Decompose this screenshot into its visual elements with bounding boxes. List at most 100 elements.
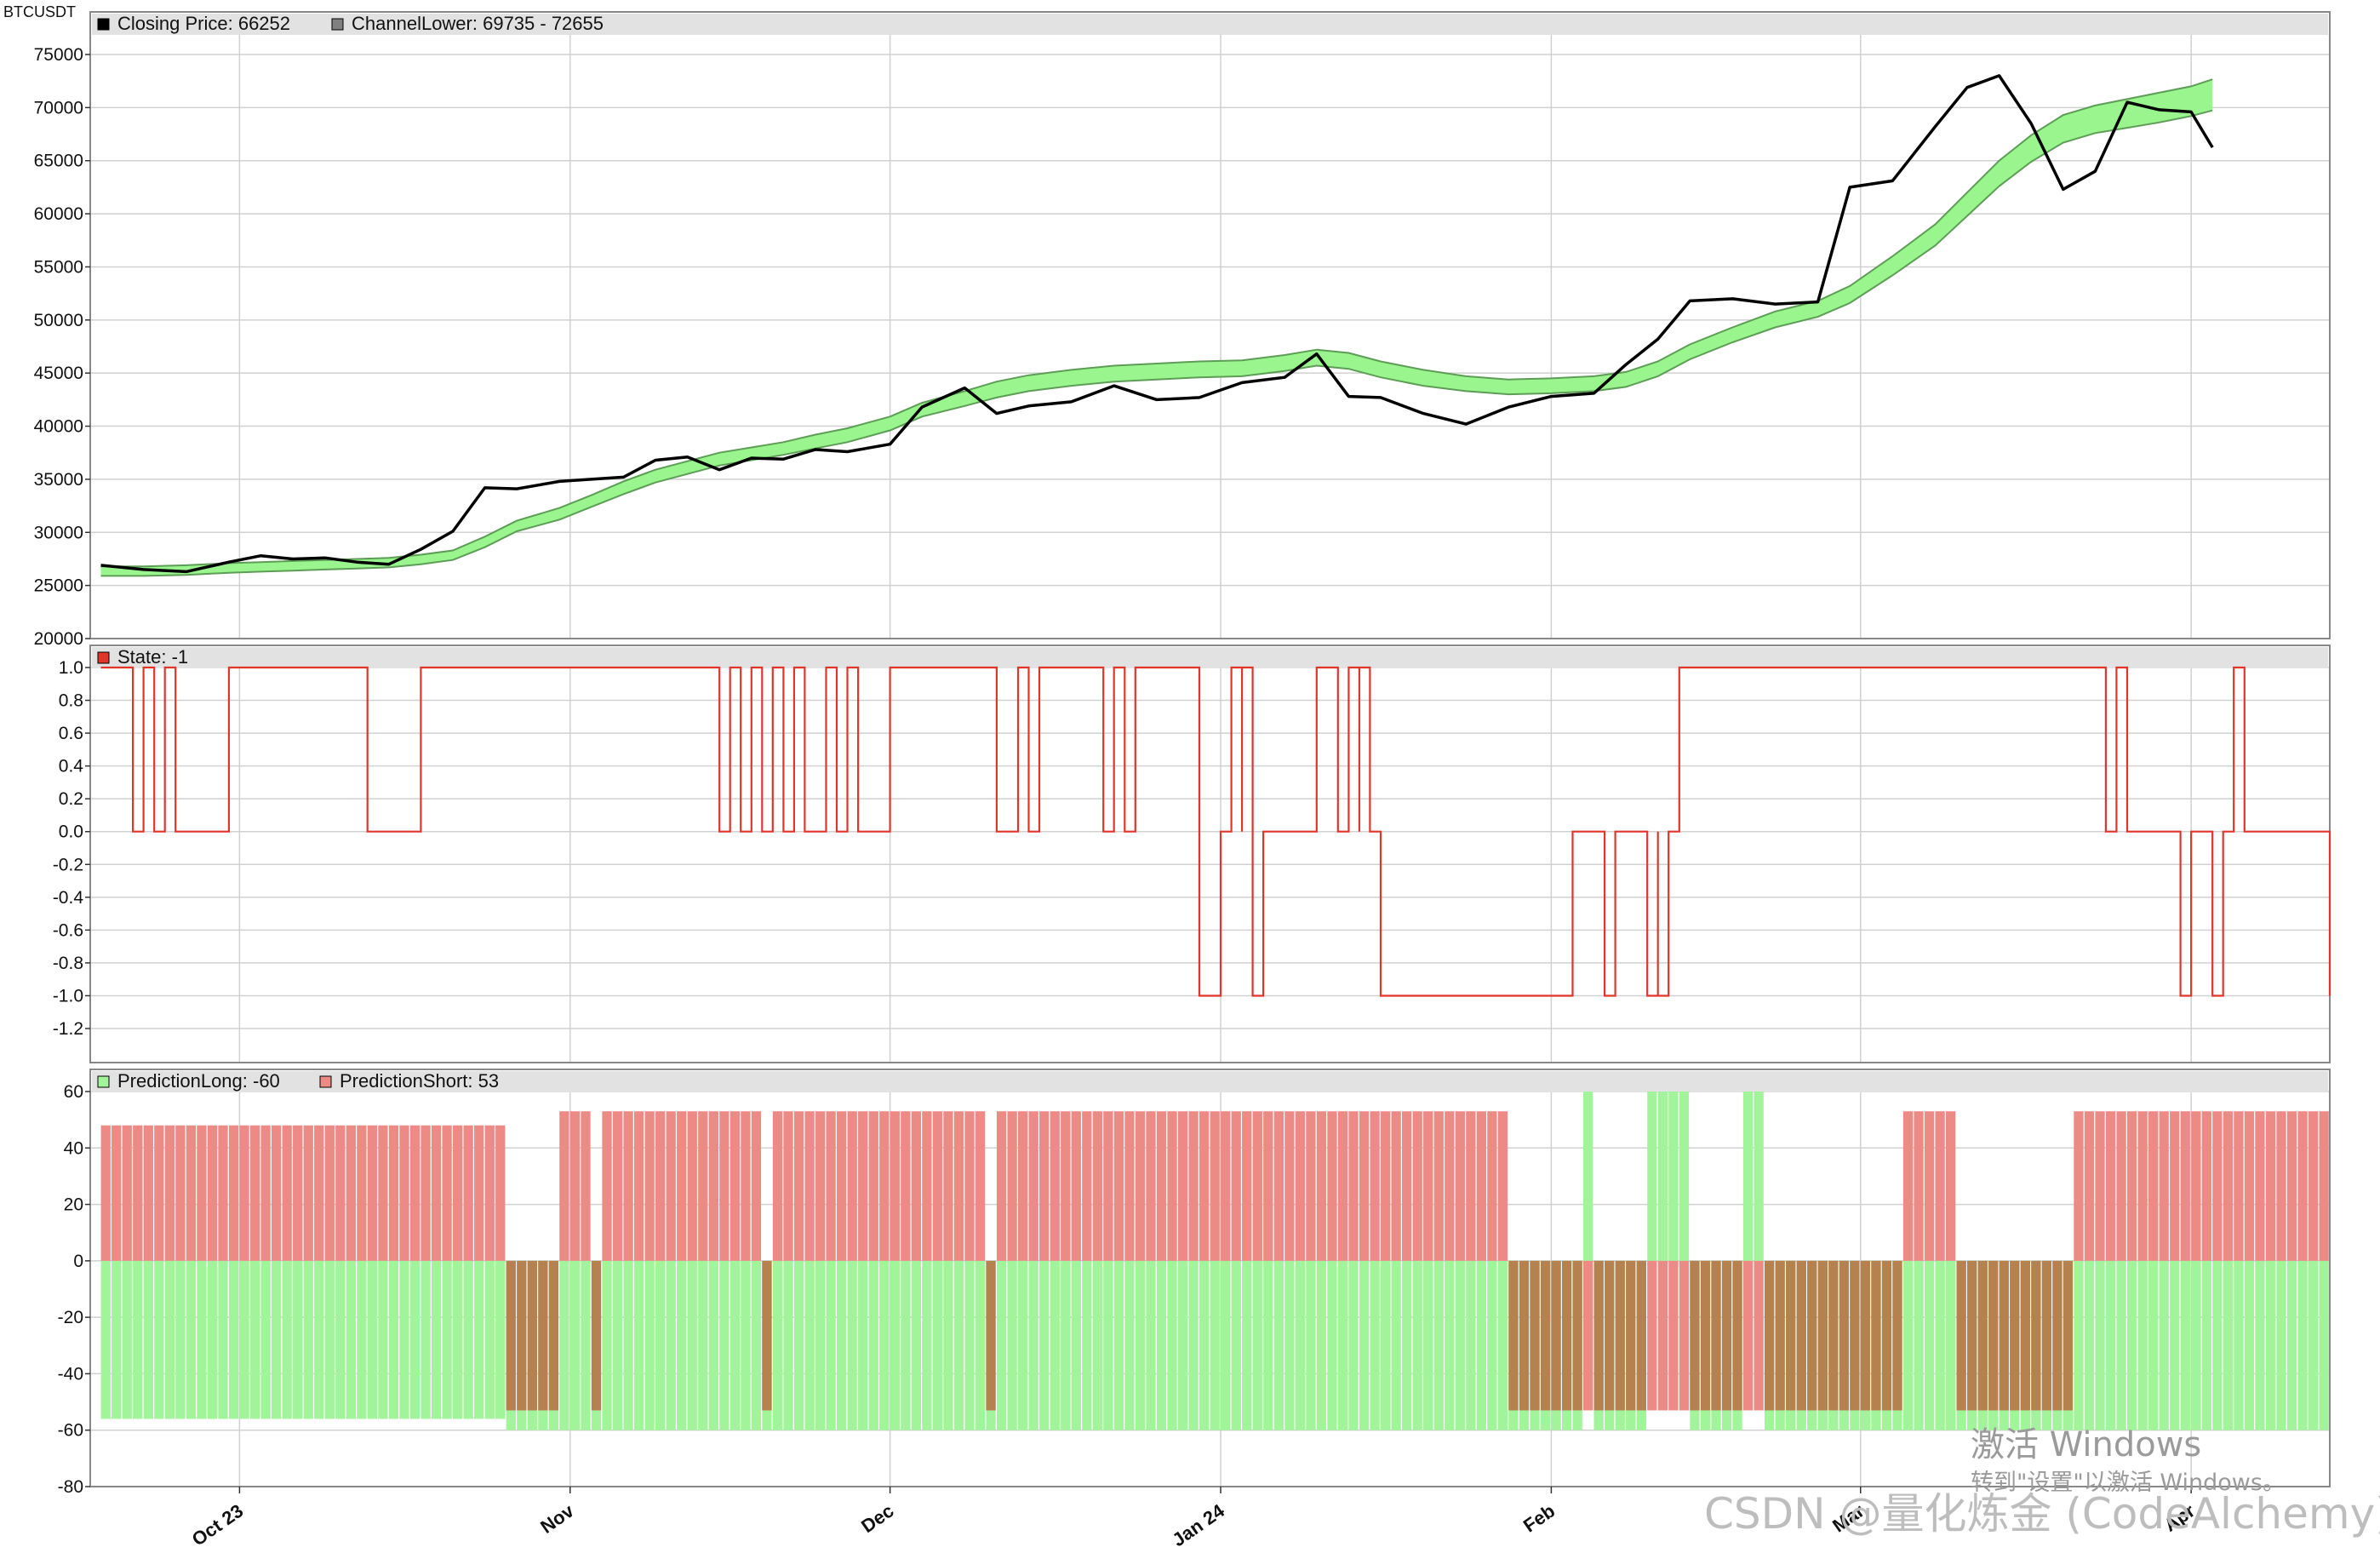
prediction-bar — [1177, 1260, 1188, 1430]
x-tick-label: Nov — [536, 1499, 578, 1538]
prediction-bar — [1348, 1111, 1359, 1261]
y-tick-label: -1.0 — [53, 986, 83, 1006]
prediction-bar — [293, 1125, 303, 1261]
prediction-bar — [1156, 1260, 1167, 1430]
y-tick-label: 0 — [73, 1252, 83, 1271]
prediction-bar — [1540, 1260, 1551, 1411]
prediction-bar — [1380, 1111, 1391, 1261]
y-tick-label: 0.2 — [59, 789, 83, 809]
prediction-bar — [2126, 1111, 2137, 1261]
y-tick-label: 70000 — [34, 98, 83, 117]
prediction-bar — [527, 1260, 537, 1411]
prediction-bar — [2159, 1111, 2169, 1261]
prediction-bar — [1412, 1111, 1422, 1261]
prediction-bar — [409, 1125, 421, 1261]
y-tick-label: 45000 — [34, 364, 83, 383]
prediction-bar — [826, 1260, 836, 1430]
prediction-bar — [847, 1260, 857, 1430]
state-panel: State: -1 1.0 0.8 0.6 0.4 0.2 0.0 -0.2 -0.4 -0.6… — [53, 645, 2331, 1063]
prediction-bar — [260, 1260, 271, 1419]
prediction-bar — [1433, 1111, 1444, 1261]
prediction-bar — [996, 1260, 1007, 1430]
prediction-bar — [271, 1260, 282, 1419]
y-tick-label: -0.6 — [53, 920, 83, 940]
prediction-bar — [1956, 1260, 1966, 1411]
prediction-bar — [1188, 1111, 1199, 1261]
prediction-bar — [1156, 1111, 1167, 1261]
prediction-bar — [953, 1111, 964, 1261]
prediction-bar — [719, 1111, 729, 1261]
prediction-bar — [1754, 1260, 1764, 1411]
prediction-bar — [506, 1260, 516, 1411]
state-legend-band — [92, 647, 2328, 668]
prediction-bar — [581, 1111, 591, 1261]
prediction-bar — [2286, 1111, 2297, 1261]
symbol-label: BTCUSDT — [3, 3, 76, 20]
prediction-bar — [452, 1125, 463, 1261]
state-panel-frame — [89, 645, 2331, 1063]
prediction-bar — [538, 1260, 548, 1411]
prediction-bar — [1497, 1111, 1508, 1261]
y-tick-label: 75000 — [34, 45, 83, 65]
prediction-bar — [2180, 1260, 2190, 1430]
prediction-bar — [421, 1125, 431, 1261]
y-tick-label: -60 — [58, 1421, 83, 1441]
prediction-bar — [1690, 1260, 1700, 1411]
prediction-bar — [2116, 1111, 2126, 1261]
prediction-bar — [1466, 1260, 1476, 1430]
y-tick-label: 1.0 — [59, 658, 83, 678]
prediction-bar — [2223, 1260, 2234, 1430]
prediction-bar — [2095, 1111, 2105, 1261]
prediction-bar — [741, 1111, 751, 1261]
prediction-bar — [122, 1125, 132, 1261]
prediction-bar — [1914, 1111, 1924, 1261]
prediction-bar — [943, 1260, 953, 1430]
prediction-bar — [1967, 1260, 1977, 1411]
prediction-bar — [655, 1260, 666, 1430]
prediction-bar — [474, 1260, 484, 1419]
prediction-bar — [1124, 1260, 1135, 1430]
prediction-bar — [1273, 1111, 1284, 1261]
prediction-bar — [1263, 1260, 1273, 1430]
prediction-bar — [378, 1125, 388, 1261]
prediction-bar — [1902, 1111, 1914, 1261]
prediction-bar — [1370, 1111, 1380, 1261]
prediction-bar — [1817, 1260, 1828, 1411]
prediction-bar — [1007, 1111, 1017, 1261]
prediction-bar — [1199, 1260, 1210, 1430]
prediction-bar — [1231, 1111, 1241, 1261]
prediction-bar — [1402, 1260, 1412, 1430]
prediction-bar — [847, 1111, 857, 1261]
prediction-bar — [751, 1260, 762, 1430]
prediction-bar — [964, 1260, 975, 1430]
prediction-bar — [1359, 1260, 1370, 1430]
prediction-bar — [804, 1111, 815, 1261]
prediction-bar — [1977, 1260, 1988, 1411]
prediction-bar — [1028, 1260, 1038, 1430]
prediction-bar — [644, 1111, 655, 1261]
prediction-bar — [421, 1260, 431, 1419]
y-tick-label: -0.2 — [53, 855, 83, 874]
prediction-bar — [975, 1260, 986, 1430]
prediction-bar — [1284, 1260, 1295, 1430]
prediction-bar — [1210, 1260, 1220, 1430]
prediction-bar — [623, 1260, 633, 1430]
prediction-bar — [1359, 1111, 1370, 1261]
price-legend-band — [92, 14, 2328, 35]
prediction-bar — [858, 1111, 868, 1261]
prediction-bar — [249, 1125, 260, 1261]
prediction-bar — [1113, 1111, 1124, 1261]
prediction-bar — [1850, 1260, 1860, 1411]
prediction-bar — [100, 1125, 111, 1261]
prediction-bar — [1306, 1260, 1316, 1430]
prediction-bar — [164, 1125, 175, 1261]
prediction-bar — [602, 1111, 612, 1261]
prediction-bar — [2095, 1260, 2105, 1430]
x-tick-label: Dec — [857, 1500, 897, 1538]
prediction-bar — [239, 1260, 249, 1419]
prediction-bar — [2084, 1260, 2095, 1430]
prediction-bar — [186, 1260, 197, 1419]
prediction-bar — [1742, 1092, 1754, 1261]
prediction-bar — [559, 1111, 569, 1261]
prediction-bar — [1668, 1092, 1679, 1261]
